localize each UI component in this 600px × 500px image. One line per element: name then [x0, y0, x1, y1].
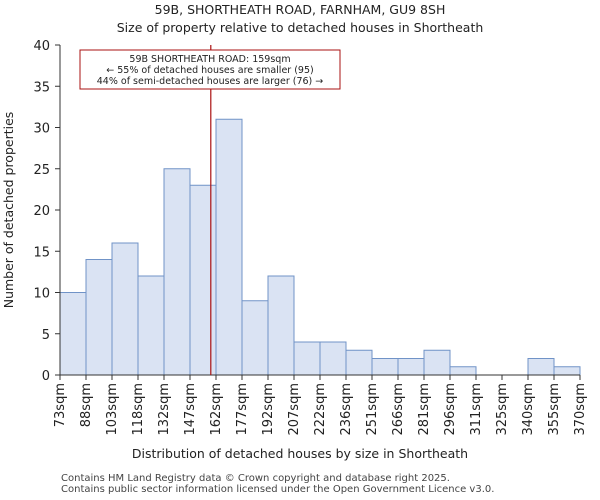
x-tick-label: 103sqm [105, 383, 120, 436]
bar-162sqm [215, 118, 243, 376]
y-tick-label: 0 [42, 369, 50, 384]
x-tick-label: 266sqm [391, 383, 406, 436]
bar-236sqm [345, 349, 373, 376]
bar-177sqm [241, 300, 269, 376]
bar-251sqm [371, 358, 399, 376]
annotation-title: 59B SHORTHEATH ROAD: 159sqm [129, 54, 290, 65]
x-tick-label: 325sqm [495, 383, 510, 436]
x-tick-label: 281sqm [417, 383, 432, 436]
y-tick-label: 10 [33, 287, 50, 302]
x-tick-label: 118sqm [131, 383, 146, 436]
bar-147sqm [189, 184, 217, 376]
x-tick-label: 177sqm [235, 383, 250, 436]
bars-group [59, 118, 581, 376]
x-tick-label: 296sqm [443, 383, 458, 436]
annotation-smaller: ← 55% of detached houses are smaller (95… [106, 65, 313, 76]
y-axis: 0 5 10 15 20 25 30 35 40 [33, 39, 61, 384]
y-tick-label: 5 [42, 328, 50, 343]
chart-title: 59B, SHORTHEATH ROAD, FARNHAM, GU9 8SH [154, 2, 446, 17]
x-tick-label: 162sqm [209, 383, 224, 436]
y-tick-label: 25 [33, 163, 50, 178]
bar-222sqm [319, 341, 347, 376]
y-axis-label: Number of detached properties [1, 112, 16, 309]
y-tick-label: 35 [33, 80, 50, 95]
bar-266sqm [397, 358, 425, 376]
x-tick-label: 88sqm [79, 383, 94, 427]
bar-118sqm [137, 275, 165, 376]
bar-340sqm [527, 358, 555, 376]
bar-296sqm [449, 366, 477, 376]
x-tick-label: 132sqm [157, 383, 172, 436]
footer-line-1: Contains HM Land Registry data © Crown c… [61, 473, 450, 484]
bar-355sqm [553, 366, 581, 376]
annotation-box [79, 49, 341, 90]
x-tick-label: 355sqm [547, 383, 562, 436]
x-tick-label: 192sqm [261, 383, 276, 436]
bar-73sqm [59, 292, 87, 376]
x-tick-label: 251sqm [365, 383, 380, 436]
bar-88sqm [85, 259, 113, 376]
x-tick-label: 207sqm [287, 383, 302, 436]
x-tick-label: 340sqm [521, 383, 536, 436]
x-axis-label: Distribution of detached houses by size … [132, 446, 468, 461]
y-tick-label: 15 [33, 245, 50, 260]
x-tick-label: 222sqm [313, 383, 328, 436]
annotation-larger: 44% of semi-detached houses are larger (… [97, 76, 324, 87]
bar-207sqm [293, 341, 321, 376]
x-tick-label: 73sqm [53, 383, 68, 427]
bar-103sqm [111, 242, 139, 376]
bar-132sqm [163, 168, 191, 376]
x-tick-label: 311sqm [469, 383, 484, 436]
y-tick-label: 30 [33, 122, 50, 137]
footer-line-2: Contains public sector information licen… [61, 484, 495, 495]
y-tick-label: 20 [33, 204, 50, 219]
x-axis: 73sqm 88sqm 103sqm 118sqm 132sqm 147sqm 162sqm… [53, 374, 588, 436]
bar-281sqm [423, 349, 451, 376]
x-tick-label: 236sqm [339, 383, 354, 436]
x-tick-label: 370sqm [573, 383, 588, 436]
chart-subtitle: Size of property relative to detached ho… [116, 20, 484, 35]
bar-192sqm [267, 275, 295, 376]
y-tick-label: 40 [33, 39, 50, 54]
x-tick-label: 147sqm [183, 383, 198, 436]
